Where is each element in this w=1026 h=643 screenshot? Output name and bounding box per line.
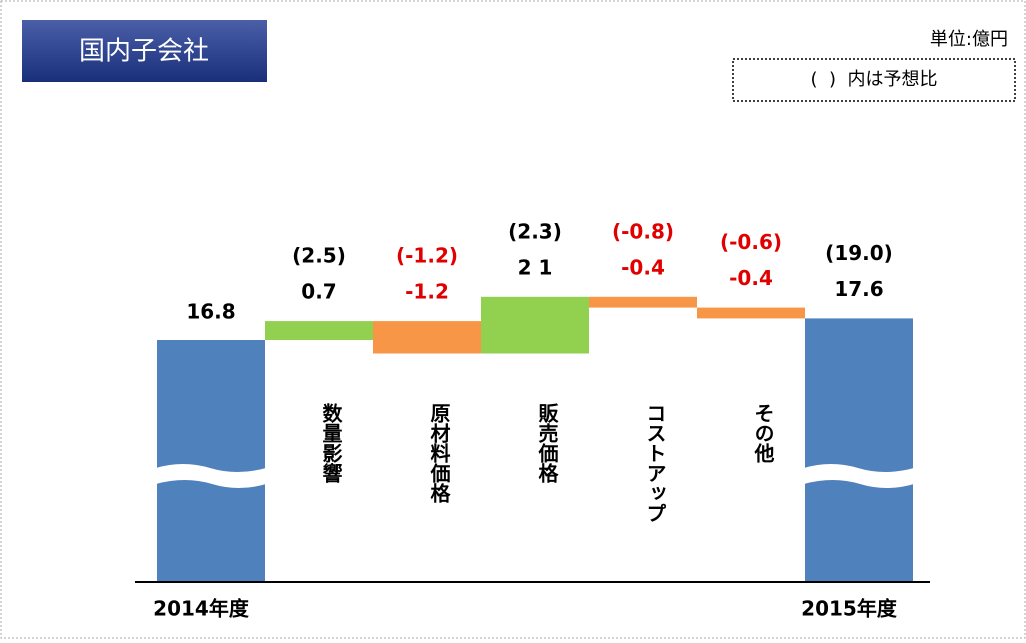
value-label: 2 1 xyxy=(518,255,553,279)
bar xyxy=(265,321,373,340)
forecast-label: (2.3) xyxy=(508,219,562,243)
x-tick-label: 原材料価格 xyxy=(427,403,451,504)
axis-break xyxy=(156,464,266,488)
x-tick-label: コストアップ xyxy=(643,403,667,523)
value-label: -1.2 xyxy=(405,280,449,304)
bar xyxy=(589,296,697,308)
bar xyxy=(805,318,913,582)
axis-break xyxy=(804,464,914,488)
unit-note: 単位:億円 xyxy=(930,29,1008,50)
title-box xyxy=(22,20,267,82)
x-tick-label: 販売価格 xyxy=(535,403,559,484)
bar xyxy=(481,296,589,354)
legend-note: ( ) 内は予想比 xyxy=(811,69,938,90)
bar xyxy=(157,340,265,582)
forecast-label: (-1.2) xyxy=(396,244,458,268)
bar xyxy=(697,307,805,319)
x-tick-label: その他 xyxy=(751,403,775,463)
x-tick-label: 数量影響 xyxy=(319,402,343,484)
x-tick-label: 2015年度 xyxy=(801,597,898,621)
bar xyxy=(373,321,481,354)
forecast-label: (19.0) xyxy=(825,241,893,265)
value-label: -0.4 xyxy=(729,266,773,290)
value-label: -0.4 xyxy=(621,255,665,279)
forecast-label: (2.5) xyxy=(292,244,346,268)
legend-box xyxy=(732,58,1016,102)
value-label: 0.7 xyxy=(301,280,336,304)
value-label: 16.8 xyxy=(186,300,235,324)
value-label: 17.6 xyxy=(834,277,883,301)
x-tick-label: 2014年度 xyxy=(153,597,250,621)
forecast-label: (-0.8) xyxy=(612,219,674,243)
chart-title: 国内子会社 xyxy=(79,37,209,67)
forecast-label: (-0.6) xyxy=(720,230,782,254)
